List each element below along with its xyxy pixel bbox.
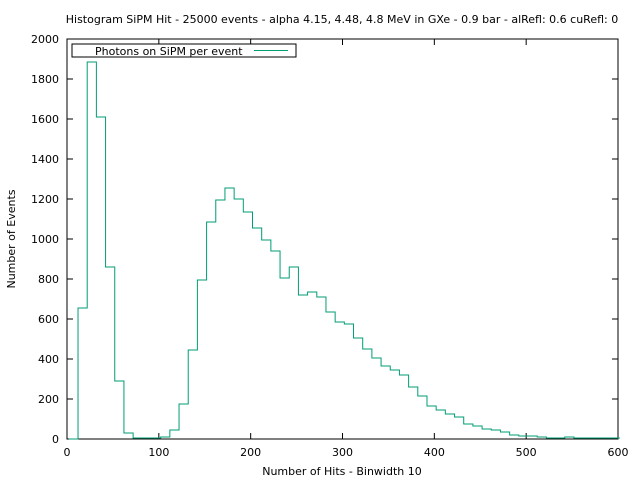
histogram-bin — [500, 432, 509, 439]
histogram-bin — [188, 350, 197, 439]
histogram-bin — [409, 387, 418, 439]
histogram-bin — [124, 433, 133, 439]
x-tick-label: 400 — [424, 446, 445, 459]
histogram-bin — [436, 410, 445, 439]
histogram-bin — [363, 349, 372, 439]
histogram-bin — [225, 188, 234, 439]
x-tick-label: 500 — [516, 446, 537, 459]
y-tick-label: 1600 — [31, 113, 59, 126]
histogram-bin — [510, 435, 519, 439]
y-tick-label: 800 — [38, 273, 59, 286]
series-step-line — [68, 61, 620, 440]
legend: Photons on SiPM per event — [71, 43, 297, 58]
histogram-bin — [372, 358, 381, 439]
x-tick-label: 100 — [148, 446, 169, 459]
histogram-bin — [115, 381, 124, 439]
y-tick-label: 600 — [38, 313, 59, 326]
histogram-bin — [262, 240, 271, 439]
x-tick-label: 600 — [608, 446, 629, 459]
histogram-bin — [207, 222, 216, 439]
histogram-bin — [335, 322, 344, 439]
x-axis-label: Number of Hits - Binwidth 10 — [262, 465, 422, 478]
y-tick-label: 1400 — [31, 153, 59, 166]
histogram-bin — [464, 424, 473, 439]
histogram-bin — [234, 199, 243, 439]
histogram-bin — [381, 366, 390, 439]
histogram-bin — [317, 297, 326, 439]
histogram-bin — [482, 429, 491, 439]
histogram-bin — [197, 280, 206, 439]
histogram-bin — [170, 430, 179, 439]
series-layer — [68, 61, 620, 440]
y-tick-label: 1800 — [31, 73, 59, 86]
histogram-bin — [445, 414, 454, 439]
histogram-bin — [354, 338, 363, 439]
y-tick-label: 1200 — [31, 193, 59, 206]
chart-title: Histogram SiPM Hit - 25000 events - alph… — [66, 13, 618, 26]
histogram-bin — [298, 295, 307, 439]
x-tick-label: 200 — [240, 446, 261, 459]
histogram-bin — [418, 396, 427, 439]
legend-box — [71, 43, 297, 58]
histogram-bin — [78, 308, 87, 439]
histogram-bin — [308, 292, 317, 439]
y-tick-label: 1000 — [31, 233, 59, 246]
plot-frame — [66, 38, 619, 440]
histogram-bin — [344, 324, 353, 439]
histogram-bin — [280, 278, 289, 439]
histogram-bin — [399, 375, 408, 439]
histogram-bin — [179, 404, 188, 439]
histogram-bin — [289, 267, 298, 439]
histogram-bin — [96, 117, 105, 439]
histogram-bin — [326, 312, 335, 439]
histogram-bin — [390, 370, 399, 439]
x-tick-label: 0 — [64, 446, 71, 459]
histogram-bin — [271, 251, 280, 439]
histogram-bin — [473, 426, 482, 439]
histogram-bin — [253, 228, 262, 439]
histogram-bin — [216, 200, 225, 439]
histogram-bin — [243, 212, 252, 439]
y-tick-label: 400 — [38, 353, 59, 366]
histogram-bin — [106, 267, 115, 439]
x-tick-label: 300 — [332, 446, 353, 459]
axis-ticks: 0 100 200 300 400 500 600 0 200 400 600 800 1000 1200… — [31, 33, 629, 459]
legend-label: Photons on SiPM per event — [95, 45, 243, 58]
y-tick-label: 2000 — [31, 33, 59, 46]
y-tick-label: 200 — [38, 393, 59, 406]
histogram-bin — [491, 430, 500, 439]
y-tick-label: 0 — [52, 433, 59, 446]
y-axis-label: Number of Events — [5, 189, 18, 288]
histogram-bin — [87, 62, 96, 439]
histogram-bin — [455, 417, 464, 439]
